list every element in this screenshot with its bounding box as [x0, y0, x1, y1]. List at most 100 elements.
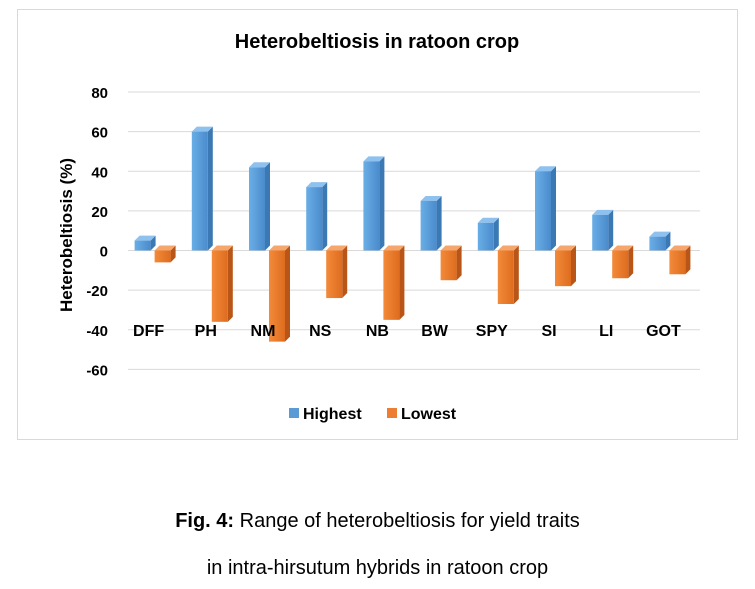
y-tick-label: 20: [91, 204, 108, 221]
x-tick-label: PH: [195, 323, 217, 340]
bar-front: [154, 250, 171, 263]
bar-lowest: [440, 245, 462, 281]
bar-highest: [191, 126, 213, 251]
bar-front: [420, 200, 437, 251]
bar-front: [191, 131, 208, 251]
bar-highest: [477, 217, 499, 251]
bar-top: [592, 209, 614, 215]
bar-side: [170, 245, 176, 263]
bar-front: [306, 187, 323, 251]
bar-side: [285, 245, 290, 342]
bar-side: [379, 156, 385, 251]
y-tick-label: -20: [86, 283, 108, 300]
bar-top: [154, 245, 176, 251]
legend-swatch-highest: [289, 408, 299, 418]
bar-top: [535, 166, 556, 172]
bar-highest: [306, 182, 328, 251]
y-tick-label: -40: [86, 323, 108, 340]
bar-lowest: [383, 245, 405, 320]
bar-top: [306, 182, 328, 188]
x-tick-label: GOT: [646, 323, 681, 340]
bar-side: [227, 245, 233, 322]
bar-side: [628, 245, 634, 279]
bar-lowest: [669, 245, 691, 275]
bar-front: [612, 250, 629, 279]
bar-top: [649, 231, 671, 237]
caption-text-1: Range of heterobeltiosis for yield trait…: [234, 510, 580, 532]
bar-side: [513, 245, 519, 304]
bar-side: [342, 245, 348, 299]
figure-caption-line-2: in intra-hirsutum hybrids in ratoon crop: [206, 557, 549, 579]
bar-side: [322, 182, 328, 251]
bar-top: [440, 245, 462, 251]
legend-label-highest: Highest: [303, 406, 362, 423]
bar-highest: [134, 235, 156, 251]
bar-top: [612, 245, 634, 251]
bar-lowest: [269, 245, 290, 342]
bar-front: [363, 161, 380, 251]
bar-front: [211, 250, 228, 322]
bar-side: [436, 195, 442, 251]
bar-front: [669, 250, 686, 275]
bar-lowest: [326, 245, 348, 299]
bar-top: [326, 245, 348, 251]
y-tick-label: 40: [91, 164, 108, 181]
legend-label-lowest: Lowest: [401, 406, 457, 423]
bar-side: [456, 245, 462, 281]
y-tick-label: -60: [86, 362, 108, 379]
bar-top: [555, 245, 576, 251]
bar-highest: [649, 231, 671, 251]
bar-front: [555, 250, 571, 287]
x-tick-label: SPY: [476, 323, 508, 340]
bar-lowest: [555, 245, 576, 287]
chart-title: Heterobeltiosis in ratoon crop: [235, 31, 519, 53]
bar-top: [191, 126, 213, 132]
bar-front: [592, 214, 609, 251]
bar-front: [134, 240, 151, 251]
bar-highest: [592, 209, 614, 251]
bar-top: [420, 195, 442, 201]
bar-top: [477, 217, 499, 223]
bar-highest: [249, 162, 270, 251]
legend-swatch-lowest: [387, 408, 397, 418]
legend: Highest Lowest: [289, 406, 457, 423]
bar-front: [383, 250, 400, 320]
x-tick-label: SI: [541, 323, 556, 340]
bar-front: [649, 236, 666, 251]
bar-side: [551, 166, 556, 251]
bar-highest: [535, 166, 556, 251]
x-tick-label: NB: [366, 323, 389, 340]
bar-front: [326, 250, 343, 299]
bar-side: [665, 231, 671, 251]
y-tick-label: 0: [100, 244, 108, 261]
bar-side: [685, 245, 691, 275]
bar-lowest: [211, 245, 233, 322]
bar-top: [211, 245, 233, 251]
bar-lowest: [612, 245, 634, 279]
x-tick-label: LI: [599, 323, 613, 340]
figure-caption-line-1: Fig. 4: Range of heterobeltiosis for yie…: [0, 510, 755, 533]
bar-side: [608, 209, 614, 251]
y-tick-label: 60: [91, 125, 108, 142]
bar-top: [269, 245, 290, 251]
bar-front: [440, 250, 457, 281]
x-tick-label: NS: [309, 323, 332, 340]
bar-lowest: [154, 245, 176, 263]
bar-front: [477, 222, 494, 251]
bar-side: [571, 245, 576, 287]
bar-front: [249, 167, 265, 251]
x-tick-label: NM: [251, 323, 276, 340]
x-tick-label: DFF: [133, 323, 164, 340]
y-axis-label: Heterobeltiosis (%): [57, 158, 76, 312]
chart: Heterobeltiosis in ratoon crop 80 60 40 20 0…: [57, 31, 700, 423]
bar-side: [265, 162, 270, 251]
bar-top: [669, 245, 691, 251]
bar-top: [497, 245, 519, 251]
bar-highest: [363, 156, 385, 251]
bar-front: [497, 250, 514, 304]
bar-side: [150, 235, 156, 251]
bar-top: [363, 156, 385, 162]
y-tick-label: 80: [91, 85, 108, 102]
bar-front: [535, 171, 551, 251]
bar-highest: [420, 195, 442, 251]
